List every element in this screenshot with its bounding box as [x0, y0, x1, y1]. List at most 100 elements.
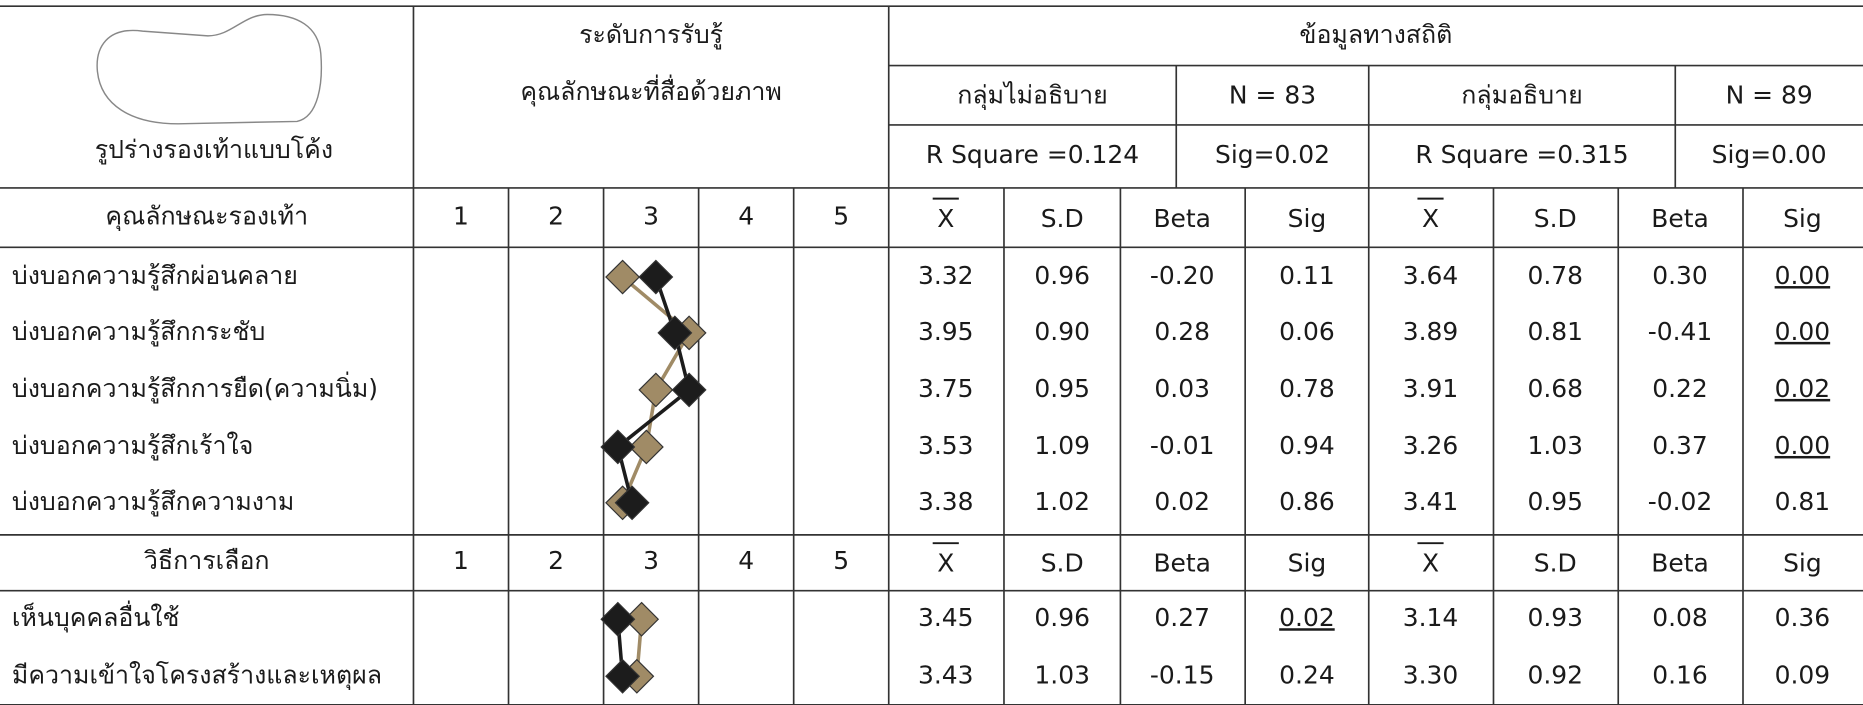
stat-value: -0.15 [1150, 660, 1215, 689]
r-square: R Square =0.124 [926, 140, 1139, 169]
stat-value: 0.16 [1652, 660, 1708, 689]
section-title: วิธีการเลือก [144, 546, 270, 575]
stat-value: 0.92 [1528, 660, 1584, 689]
stat-header: X [1422, 204, 1439, 233]
stat-value: 3.30 [1403, 660, 1459, 689]
stat-header: Beta [1651, 204, 1709, 233]
stat-value: 0.95 [1034, 374, 1090, 403]
stat-value: 0.81 [1528, 317, 1584, 346]
stat-value: 0.96 [1034, 603, 1090, 632]
stat-value: 3.45 [918, 603, 974, 632]
stat-value: 0.30 [1652, 261, 1708, 290]
stat-value: 3.64 [1403, 261, 1459, 290]
stat-value: 3.41 [1403, 487, 1459, 516]
stat-value: 0.11 [1279, 261, 1335, 290]
stat-header: S.D [1041, 549, 1084, 578]
profile-marker [600, 601, 636, 637]
image-caption: รูปร่างรองเท้าแบบโค้ง [95, 135, 333, 165]
stat-value: 0.00 [1775, 317, 1831, 346]
profile-marker [628, 429, 664, 465]
stat-value: 0.08 [1652, 603, 1708, 632]
scale-label: 4 [738, 202, 754, 231]
stat-header: Sig [1288, 204, 1327, 233]
scale-label: 4 [738, 546, 754, 575]
stat-value: -0.20 [1150, 261, 1215, 290]
row-label: มีความเข้าใจโครงสร้างและเหตุผล [12, 660, 382, 690]
stat-value: 1.03 [1528, 431, 1584, 460]
stat-value: 0.24 [1279, 660, 1335, 689]
stat-header: Sig [1783, 204, 1822, 233]
stat-value: 0.94 [1279, 431, 1335, 460]
scale-label: 5 [833, 546, 849, 575]
stat-value: 3.14 [1403, 603, 1459, 632]
stat-header: S.D [1534, 204, 1577, 233]
stat-value: 1.03 [1034, 660, 1090, 689]
group-n: N = 83 [1229, 80, 1316, 109]
stat-value: -0.01 [1150, 431, 1215, 460]
stat-value: 0.68 [1528, 374, 1584, 403]
stat-value: 0.00 [1775, 261, 1831, 290]
scale-label: 2 [548, 202, 564, 231]
profile-marker [614, 485, 650, 521]
scale-label: 5 [833, 202, 849, 231]
stat-value: 0.86 [1279, 487, 1335, 516]
stat-header: S.D [1534, 549, 1577, 578]
stat-value: 0.27 [1154, 603, 1210, 632]
stat-value: 0.02 [1775, 374, 1831, 403]
stat-value: -0.02 [1648, 487, 1713, 516]
perception-title: คุณลักษณะที่สื่อด้วยภาพ [520, 74, 782, 107]
stat-value: 3.75 [918, 374, 974, 403]
profile-marker [638, 372, 674, 408]
row-label: บ่งบอกความรู้สึกผ่อนคลาย [12, 261, 298, 291]
stat-value: 0.06 [1279, 317, 1335, 346]
stat-value: 0.36 [1775, 603, 1831, 632]
stat-value: 0.90 [1034, 317, 1090, 346]
stat-value: 0.78 [1279, 374, 1335, 403]
stat-value: 0.93 [1528, 603, 1584, 632]
stat-value: 1.09 [1034, 431, 1090, 460]
stat-value: 3.53 [918, 431, 974, 460]
section-title: คุณลักษณะรองเท้า [105, 202, 308, 232]
scale-label: 2 [548, 546, 564, 575]
group-name: กลุ่มอธิบาย [1461, 80, 1582, 110]
scale-label: 1 [453, 202, 469, 231]
stat-header: Sig [1783, 549, 1822, 578]
group-sig: Sig=0.00 [1712, 140, 1827, 169]
stat-value: 0.02 [1279, 603, 1335, 632]
scale-label: 3 [643, 202, 659, 231]
profile-marker [624, 601, 660, 637]
stat-value: 0.37 [1652, 431, 1708, 460]
profile-marker [605, 259, 641, 295]
stat-value: 0.96 [1034, 261, 1090, 290]
r-square: R Square =0.315 [1415, 140, 1628, 169]
stat-value: 0.02 [1154, 487, 1210, 516]
stat-value: 3.95 [918, 317, 974, 346]
stat-value: 3.43 [918, 660, 974, 689]
profile-marker [657, 315, 693, 351]
row-label: เห็นบุคคลอื่นใช้ [12, 600, 180, 633]
stat-value: -0.41 [1648, 317, 1713, 346]
group-n: N = 89 [1726, 80, 1813, 109]
row-label: บ่งบอกความรู้สึกกระชับ [12, 317, 265, 347]
stat-header: Beta [1651, 549, 1709, 578]
stat-value: 3.89 [1403, 317, 1459, 346]
stat-value: 0.95 [1528, 487, 1584, 516]
profile-marker [600, 429, 636, 465]
row-label: บ่งบอกความรู้สึกความงาม [12, 487, 295, 517]
stat-header: Sig [1288, 549, 1327, 578]
stat-value: 0.03 [1154, 374, 1210, 403]
stat-value: 3.38 [918, 487, 974, 516]
scale-label: 1 [453, 546, 469, 575]
shoe-outline [96, 13, 323, 125]
profile-marker [638, 259, 674, 295]
row-label: บ่งบอกความรู้สึกเร้าใจ [12, 431, 253, 461]
stat-value: 3.32 [918, 261, 974, 290]
perception-title: ระดับการรับรู้ [579, 20, 723, 50]
stat-header: Beta [1153, 549, 1211, 578]
stat-value: 0.78 [1528, 261, 1584, 290]
profile-marker [605, 658, 641, 694]
group-name: กลุ่มไม่อธิบาย [957, 80, 1107, 110]
profile-marker [671, 372, 707, 408]
